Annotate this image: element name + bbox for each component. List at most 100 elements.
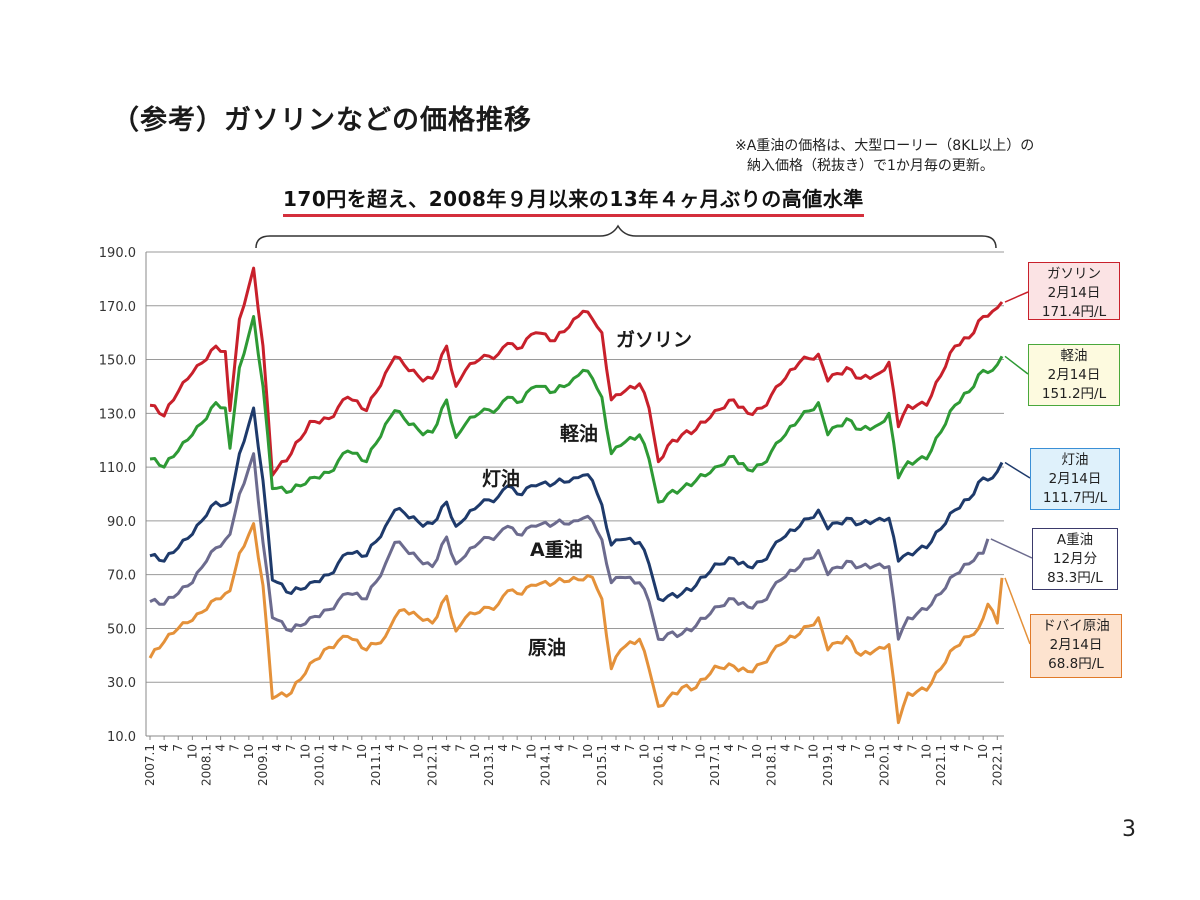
y-tick-label: 130.0 (99, 407, 136, 422)
x-tick-label: 4 (722, 744, 736, 752)
series-line-kerosene (149, 406, 1004, 603)
x-tick-label: 2014.1 (538, 744, 552, 786)
x-axis-ticks: 2007.1 4 7 10 2008.1 4 7 10 2009.1 4 7 10 2010.1 4 7 10… (143, 736, 1004, 786)
x-tick-label: 4 (553, 744, 567, 752)
period-brace (255, 224, 997, 249)
x-tick-label: 4 (496, 744, 510, 752)
x-tick-label: 4 (270, 744, 284, 752)
x-tick-label: 10 (750, 744, 764, 759)
x-tick-label: 10 (524, 744, 538, 759)
callout-kerosene-date: 2月14日 (1048, 471, 1102, 487)
x-tick-label: 7 (623, 744, 637, 752)
x-tick-label: 4 (948, 744, 962, 752)
x-tick-label: 7 (906, 744, 920, 752)
x-tick-label: 10 (242, 744, 256, 759)
y-tick-label: 170.0 (99, 300, 136, 315)
x-tick-label: 4 (327, 744, 341, 752)
x-tick-label: 7 (171, 744, 185, 752)
y-tick-label: 10.0 (107, 730, 136, 745)
callout-diesel-name: 軽油 (1060, 348, 1088, 364)
x-tick-label: 4 (665, 744, 679, 752)
connector-diesel (1004, 355, 1029, 375)
x-tick-label: 2007.1 (143, 744, 157, 786)
callout-diesel: 軽油 2月14日 151.2円/L (1028, 344, 1120, 406)
page-number: 3 (1122, 817, 1136, 842)
callout-kerosene: 灯油 2月14日 111.7円/L (1030, 448, 1120, 510)
x-tick-label: 2012.1 (425, 744, 439, 786)
x-tick-label: 2021.1 (934, 744, 948, 786)
x-tick-label: 2013.1 (482, 744, 496, 786)
callout-diesel-date: 2月14日 (1047, 367, 1101, 383)
callout-dubai-crude: ドバイ原油 2月14日 68.8円/L (1030, 614, 1122, 678)
connector-gasoline (1004, 291, 1029, 303)
y-tick-label: 150.0 (99, 354, 136, 369)
series-line-dubai_crude (148, 522, 1004, 725)
y-tick-label: 50.0 (107, 622, 136, 637)
callout-dubai-crude-date: 2月14日 (1049, 637, 1103, 653)
x-tick-label: 2009.1 (256, 744, 270, 786)
callout-heavy-oil-a-date: 12月分 (1052, 551, 1098, 567)
x-tick-label: 10 (920, 744, 934, 759)
x-tick-label: 7 (228, 744, 242, 752)
x-tick-label: 7 (736, 744, 750, 752)
x-tick-label: 7 (962, 744, 976, 752)
callout-kerosene-name: 灯油 (1061, 452, 1089, 468)
y-axis-ticks: 190.0 170.0 150.0 130.0 110.0 90.0 70.0 50.0 30.… (99, 246, 136, 745)
callout-gasoline-name: ガソリン (1047, 266, 1101, 282)
x-tick-label: 7 (849, 744, 863, 752)
x-tick-label: 7 (793, 744, 807, 752)
inline-label-kerosene: 灯油 (482, 468, 520, 490)
x-tick-label: 7 (454, 744, 468, 752)
x-tick-label: 2022.1 (990, 744, 1004, 786)
inline-label-dubai_crude: 原油 (528, 637, 566, 659)
note-line-2: 納入価格（税抜き）で1か月毎の更新。 (747, 158, 994, 174)
x-tick-label: 2008.1 (199, 744, 213, 786)
inline-label-diesel: 軽油 (560, 423, 598, 445)
gridlines (146, 251, 1004, 683)
x-tick-label: 10 (976, 744, 990, 759)
x-tick-label: 4 (835, 744, 849, 752)
x-tick-label: 2010.1 (312, 744, 326, 786)
note: ※A重油の価格は、大型ローリー（8KL以上）の 納入価格（税抜き）で1か月毎の更… (735, 136, 1034, 176)
y-tick-label: 30.0 (107, 676, 136, 691)
series-line-gasoline (149, 266, 1004, 477)
series-line-diesel (149, 315, 1004, 504)
callout-diesel-price: 151.2円/L (1041, 386, 1107, 402)
callout-heavy-oil-a-name: A重油 (1056, 532, 1094, 548)
y-tick-label: 90.0 (107, 515, 136, 530)
x-tick-label: 7 (397, 744, 411, 752)
x-tick-label: 2018.1 (764, 744, 778, 786)
series-lines (148, 266, 1004, 725)
callout-dubai-crude-price: 68.8円/L (1048, 656, 1104, 672)
callout-dubai-crude-name: ドバイ原油 (1042, 618, 1110, 634)
note-line-1: ※A重油の価格は、大型ローリー（8KL以上）の (735, 138, 1035, 154)
x-tick-label: 4 (214, 744, 228, 752)
callout-gasoline-price: 171.4円/L (1041, 304, 1107, 320)
x-tick-label: 2020.1 (877, 744, 891, 786)
x-tick-label: 4 (609, 744, 623, 752)
y-tick-label: 70.0 (107, 569, 136, 584)
x-tick-label: 4 (440, 744, 454, 752)
x-tick-label: 10 (355, 744, 369, 759)
x-tick-label: 7 (341, 744, 355, 752)
connector-dubai_crude (1004, 577, 1031, 645)
y-tick-label: 110.0 (99, 461, 136, 476)
callout-gasoline: ガソリン 2月14日 171.4円/L (1028, 262, 1120, 320)
series-line-heavy_oil_a (149, 452, 990, 642)
x-tick-label: 4 (778, 744, 792, 752)
callout-heavy-oil-a-price: 83.3円/L (1047, 570, 1103, 586)
x-tick-label: 10 (468, 744, 482, 759)
x-tick-label: 10 (863, 744, 877, 759)
x-tick-label: 10 (185, 744, 199, 759)
headline: 170円を超え、2008年９月以来の13年４ヶ月ぶりの高値水準 (283, 183, 864, 217)
inline-label-heavy_oil_a: A重油 (530, 539, 583, 561)
connector-kerosene (1004, 461, 1031, 479)
callout-heavy-oil-a: A重油 12月分 83.3円/L (1032, 528, 1118, 590)
x-tick-label: 4 (891, 744, 905, 752)
x-tick-label: 4 (383, 744, 397, 752)
y-tick-label: 190.0 (99, 246, 136, 261)
x-tick-label: 2019.1 (821, 744, 835, 786)
callout-gasoline-date: 2月14日 (1047, 285, 1101, 301)
